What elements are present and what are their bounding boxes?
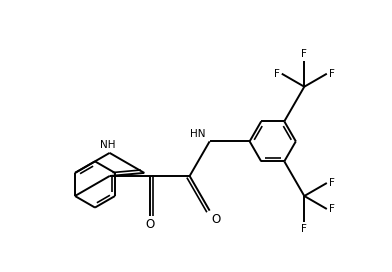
Text: F: F — [274, 69, 280, 79]
Text: HN: HN — [190, 129, 206, 139]
Text: NH: NH — [100, 140, 115, 150]
Text: O: O — [145, 218, 154, 231]
Text: O: O — [212, 213, 221, 226]
Text: F: F — [329, 178, 335, 188]
Text: F: F — [301, 224, 307, 234]
Text: F: F — [329, 204, 335, 214]
Text: F: F — [329, 69, 335, 79]
Text: F: F — [301, 49, 307, 59]
